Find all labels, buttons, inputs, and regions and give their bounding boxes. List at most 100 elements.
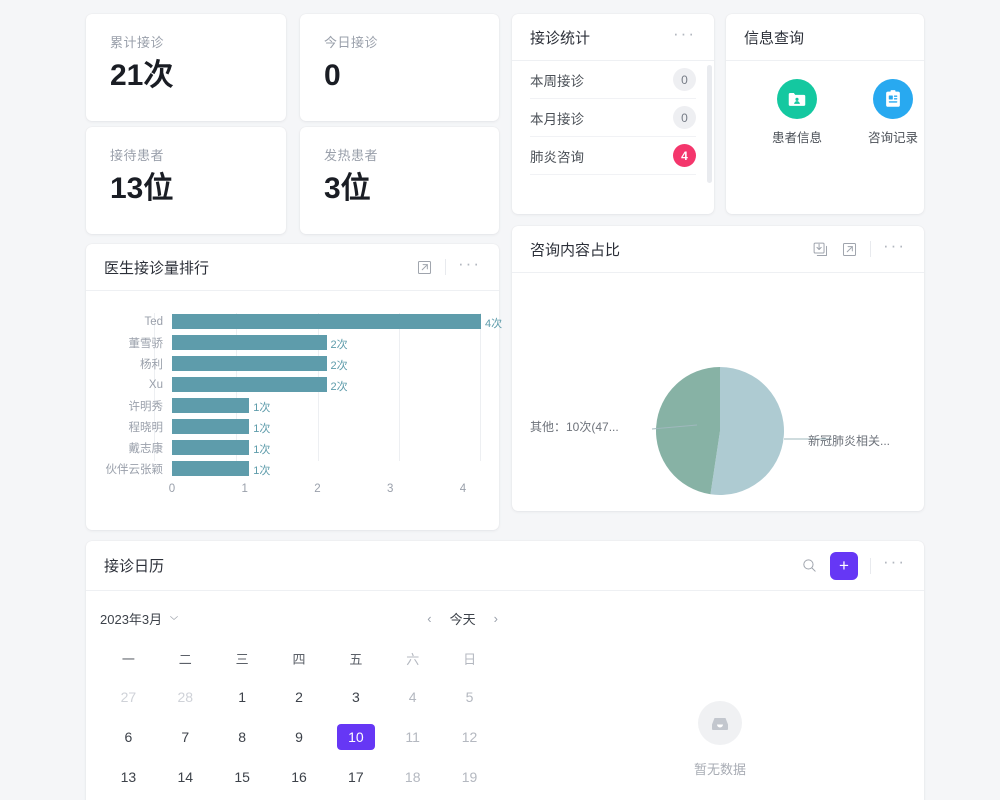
calendar-cell: 11: [384, 722, 441, 752]
folder-user-icon: [777, 79, 817, 119]
more-menu-icon[interactable]: ···: [883, 552, 906, 571]
today-button[interactable]: 今天: [449, 611, 476, 627]
stats-list: 本周接诊 0 本月接诊 0 肺炎咨询 4: [512, 61, 714, 183]
list-item[interactable]: 本月接诊 0: [530, 99, 696, 137]
bar-row[interactable]: Ted 4次: [104, 313, 502, 330]
pie-label-covid: 新冠肺炎相关...: [808, 434, 891, 448]
bar-value-label: 1次: [253, 402, 271, 414]
kpi-value: 13位: [110, 172, 174, 205]
calendar-cell: 12: [441, 722, 498, 752]
bar-category-label: 戴志康: [128, 442, 164, 455]
bar-row[interactable]: 许明秀 1次: [104, 397, 481, 414]
calendar-day[interactable]: 17: [348, 769, 364, 785]
prev-month-button[interactable]: ‹: [427, 610, 432, 626]
month-selector[interactable]: 2023年3月: [100, 609, 180, 628]
bar-track: 1次: [172, 461, 481, 477]
card-header: 咨询内容占比 ···: [512, 226, 924, 273]
x-axis-tick: 4: [459, 483, 467, 495]
calendar-day[interactable]: 12: [461, 729, 478, 745]
calendar-weekday-header: 二: [178, 652, 192, 667]
calendar-day[interactable]: 6: [124, 729, 133, 745]
x-axis-tick: 3: [387, 483, 394, 495]
bar-value-label: 4次: [485, 318, 503, 330]
query-shortcuts: 患者信息 咨询记录: [726, 61, 924, 146]
calendar-day[interactable]: 8: [238, 729, 247, 745]
add-button[interactable]: +: [830, 551, 859, 580]
bar-row[interactable]: 戴志康 1次: [104, 439, 481, 456]
more-menu-icon[interactable]: ···: [458, 253, 481, 273]
calendar-day[interactable]: 5: [465, 689, 474, 705]
more-menu-icon[interactable]: ···: [673, 23, 696, 43]
bar-row[interactable]: Xu 2次: [104, 376, 481, 393]
month-label: 2023年3月: [100, 611, 163, 627]
calendar-cell: 28: [157, 682, 214, 712]
calendar-cell: 6: [100, 722, 157, 752]
more-menu-icon[interactable]: ···: [883, 235, 906, 255]
query-item-label: 咨询记录: [867, 131, 918, 145]
divider: [445, 259, 447, 275]
pie-slice-covid: [710, 367, 784, 495]
calendar-day[interactable]: 3: [351, 689, 360, 705]
kpi-value: 21次: [110, 59, 174, 92]
calendar-arrows: ‹ 今天 ›: [427, 609, 498, 628]
next-month-button[interactable]: ›: [493, 610, 498, 626]
calendar-cell: 27: [100, 682, 157, 712]
calendar-day[interactable]: 7: [181, 729, 190, 745]
card-title: 接诊统计: [530, 29, 591, 47]
list-item[interactable]: 肺炎咨询 4: [530, 137, 696, 175]
status-badge: 0: [673, 106, 696, 129]
kpi-label: 累计接诊: [110, 35, 165, 50]
calendar-detail-pane: 暂无数据: [516, 591, 924, 800]
pie-chart: 其他：10次(47... 新冠肺炎相关...: [512, 273, 924, 495]
bar-track: 1次: [172, 440, 481, 456]
bar-row[interactable]: 伙伴云张颖 1次: [104, 460, 481, 477]
calendar-cell: 17: [327, 762, 384, 792]
header-tools: + ···: [801, 551, 906, 580]
calendar-day[interactable]: 9: [295, 729, 303, 745]
calendar-weekday-header: 六: [406, 652, 420, 667]
scrollbar[interactable]: [707, 65, 712, 183]
bar-row[interactable]: 程晓明 1次: [104, 418, 481, 435]
bar-track: 1次: [172, 398, 481, 414]
calendar-day[interactable]: 4: [408, 689, 417, 705]
calendar-cell: 14: [157, 762, 214, 792]
calendar-cell: 4: [384, 682, 441, 712]
calendar-day[interactable]: 11: [405, 729, 420, 745]
chevron-down-icon: [170, 616, 179, 620]
calendar-cell: 13: [100, 762, 157, 792]
calendar-day[interactable]: 16: [291, 769, 307, 785]
kpi-label: 发热患者: [324, 148, 379, 163]
calendar-day[interactable]: 14: [177, 769, 194, 785]
card-title: 信息查询: [744, 29, 805, 47]
card-header: 信息查询: [726, 14, 924, 61]
calendar-day[interactable]: 27: [120, 689, 137, 705]
bar-fill: [172, 335, 327, 350]
bar-track: 2次: [172, 356, 481, 372]
kpi-card-received-patients: 接待患者 13位: [86, 127, 286, 234]
calendar-day[interactable]: 1: [238, 689, 247, 705]
bar-row[interactable]: 杨利 2次: [104, 355, 481, 372]
calendar-day[interactable]: 15: [234, 769, 250, 785]
search-icon[interactable]: [801, 557, 818, 574]
calendar-day[interactable]: 13: [120, 769, 137, 785]
calendar-day[interactable]: 19: [461, 769, 478, 785]
bar-fill: [172, 398, 250, 413]
calendar-day[interactable]: 18: [404, 769, 421, 785]
calendar-day[interactable]: 28: [177, 689, 194, 705]
expand-icon[interactable]: [841, 241, 858, 258]
calendar-weekday-header: 三: [235, 652, 249, 667]
list-item[interactable]: 本周接诊 0: [530, 61, 696, 99]
query-item-patient-info[interactable]: 患者信息: [766, 79, 828, 146]
calendar-cell: 19: [441, 762, 498, 792]
bar-series: Ted 4次 董雪骄 2次 杨利 2次 Xu 2次 许明秀 1次 程晓明 1次 戴志康 1次 伙伴云张颖 1次: [104, 313, 502, 477]
bar-value-label: 1次: [253, 444, 271, 456]
save-icon[interactable]: [812, 241, 829, 258]
expand-icon[interactable]: [416, 259, 433, 276]
bar-category-label: 杨利: [140, 358, 163, 371]
header-tools: ···: [416, 253, 481, 276]
calendar-cell: 7: [157, 722, 214, 752]
calendar-day-selected[interactable]: 10: [337, 724, 375, 750]
bar-row[interactable]: 董雪骄 2次: [104, 334, 481, 351]
query-item-consult-records[interactable]: 咨询记录: [862, 79, 924, 146]
calendar-day[interactable]: 2: [295, 689, 303, 705]
